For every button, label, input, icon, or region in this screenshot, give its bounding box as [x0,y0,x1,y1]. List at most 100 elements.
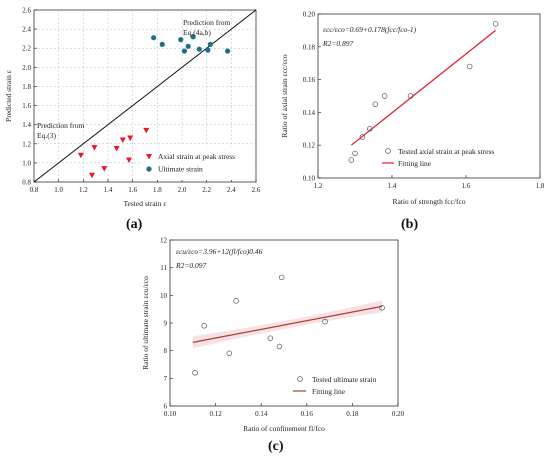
panel-a-legend-label-ultimate: Ultimate strain [158,165,203,174]
panel-b-x-axis-label: Ratio of strength fcc/fco [392,197,465,206]
panel-a-reference-line [33,9,257,183]
panel-c-point-series-0 [322,318,328,325]
panel-c-point-series-0 [192,370,198,376]
panel-b-legend-box [380,144,538,174]
panel-c-y-tick-label: 10 [160,292,168,300]
panel-c-y-tick-label: 9 [164,320,168,328]
panel-a-y-tick-label: 1.6 [22,102,31,110]
panel-b: 1.2 1.4 1.6 1.8 0.10 0.12 0.14 0.16 0.18 0.20 εcc… [280,11,545,233]
panel-a: 0.8 1.0 1.2 1.4 1.6 1.8 2.0 2.2 2.4 2.6 0.8 1.0 1.2 1… [4,7,261,233]
panel-a-legend-marker-ultimate [146,166,152,172]
panel-a-y-tick-label: 1.4 [22,121,31,129]
panel-b-point-series-0 [466,63,473,70]
panel-a-legend-label-axial: Axial strain at peak stress [158,152,235,161]
panel-b-y-tick-label: 0.10 [303,175,316,183]
panel-b-point-series-0 [352,150,358,157]
panel-c-x-tick-label: 0.12 [209,410,222,418]
panel-a-point-series-0 [113,146,120,152]
panel-b-y-tick-label: 0.14 [303,109,316,117]
panel-c-y-axis-label: Ratio of ultimate strain εcu/εco [141,276,150,370]
panel-a-legend-box [141,147,254,180]
panel-b-equation: εcc/εco=0.69+0.178(fcc/fco-1) [323,25,417,34]
panel-b-point-series-0 [367,126,373,132]
panel-a-caption: (a) [126,217,143,232]
panel-b-y-tick-label: 0.12 [303,142,316,150]
panel-c-x-tick-label: 0.14 [255,410,268,418]
panel-b-point-series-0 [407,93,414,99]
panel-a-point-series-0 [119,137,126,143]
panel-c-r-squared: R2=0.097 [175,261,207,270]
panel-a-point-series-1 [190,34,196,40]
panel-c-points [192,274,385,376]
panel-a-x-tick-label: 1.2 [79,186,88,194]
panel-a-point-series-1 [225,48,231,54]
panel-a-x-tick-label: 2.6 [252,186,261,194]
panel-c-legend: Tested ultimate strain Fitting line [290,372,396,402]
panel-b-legend-marker-tested [385,148,391,154]
panel-a-points [77,34,231,179]
panel-c-x-tick-label: 0.20 [392,410,405,418]
panel-b-x-tick-label: 1.4 [388,182,397,190]
panel-c-y-tick-label: 6 [164,403,168,411]
panel-a-annotation-bottom-line2: Eq.(3) [37,131,56,140]
panel-c-point-series-0 [276,343,283,350]
panel-b-point-series-0 [381,93,388,99]
panel-a-annotation-bottom-line1: Prediction from [37,121,84,130]
panel-a-y-tick-label: 2.4 [22,26,31,34]
panel-a-point-series-1 [205,47,211,53]
panel-c-point-series-0 [201,323,207,329]
panel-b-y-axis-label: Ratio of axial strain εcc/εco [280,54,289,138]
panel-a-x-tick-label: 1.8 [153,186,162,194]
panel-b-point-series-0 [348,157,355,163]
panel-a-y-axis-label: Predicted strain ε [4,70,13,122]
panel-a-point-series-1 [159,41,165,48]
panel-a-point-series-1 [196,46,202,52]
panel-a-point-series-1 [185,43,191,49]
panel-a-x-tick-label: 2.4 [227,186,236,194]
panel-c-point-series-0 [267,335,274,341]
panel-c-x-axis-label: Ratio of confinement fl/fco [243,424,325,433]
panel-b-legend: Tested axial strain at peak stress Fitti… [380,144,538,174]
panel-b-y-tick-label: 0.16 [303,76,316,84]
panel-c-caption: (c) [268,439,284,454]
panel-b-caption: (b) [401,217,418,232]
panel-b-points [348,21,499,163]
panel-a-y-tick-label: 1.2 [22,140,31,148]
panel-a-y-tick-label: 2.0 [22,64,31,72]
panel-a-x-tick-label: 1.0 [54,186,63,194]
panel-b-x-tick-label: 1.8 [536,182,545,190]
panel-a-ticks: 0.8 1.0 1.2 1.4 1.6 1.8 2.0 2.2 2.4 2.6 0.8 1.0 1.2 1… [22,7,261,195]
panel-b-point-series-0 [372,101,379,107]
panel-a-y-tick-label: 2.6 [22,7,31,15]
panel-a-y-tick-label: 0.8 [22,179,31,187]
panel-c-equation: εcu/εco=3.96+12(fl/fco)0.46 [176,247,263,256]
panel-a-annotation-top-line1: Prediction from [183,18,230,27]
panel-a-point-series-0 [101,166,108,172]
panel-c-y-tick-label: 7 [164,375,168,383]
panel-c-point-series-0 [278,274,285,281]
panel-c-point-series-0 [226,350,233,357]
panel-c-y-tick-label: 11 [160,264,167,272]
panel-a-x-axis-label: Tested strain ε [123,199,166,208]
panel-a-point-series-0 [77,152,84,159]
panel-a-point-series-1 [207,41,213,48]
panel-a-legend: Axial strain at peak stress Ultimate str… [141,147,254,180]
panel-a-point-series-1 [151,35,157,41]
panel-a-y-tick-label: 1.0 [22,159,31,167]
panel-c-x-tick-label: 0.16 [301,410,314,418]
panel-a-x-tick-label: 1.4 [104,186,113,194]
panel-a-x-tick-label: 0.8 [30,186,39,194]
panel-a-annotation-top-line2: Eq.(4a,b) [183,28,211,37]
panel-c-y-tick-label: 12 [160,237,168,245]
panel-c-fitting-line [192,305,383,343]
panel-a-point-series-1 [178,37,184,43]
panel-c-legend-marker-tested [297,376,303,382]
panel-c: 0.10 0.12 0.14 0.16 0.18 0.20 6 7 8 9 10 11 12 εcu/ε… [141,237,405,455]
panel-a-x-tick-label: 2.0 [178,186,187,194]
panel-b-point-series-0 [359,134,366,140]
panel-c-legend-label-tested: Tested ultimate strain [312,375,377,384]
panel-b-legend-label-fit: Fitting line [398,159,432,168]
panel-a-point-series-0 [88,172,95,179]
panel-b-point-series-0 [492,21,499,27]
